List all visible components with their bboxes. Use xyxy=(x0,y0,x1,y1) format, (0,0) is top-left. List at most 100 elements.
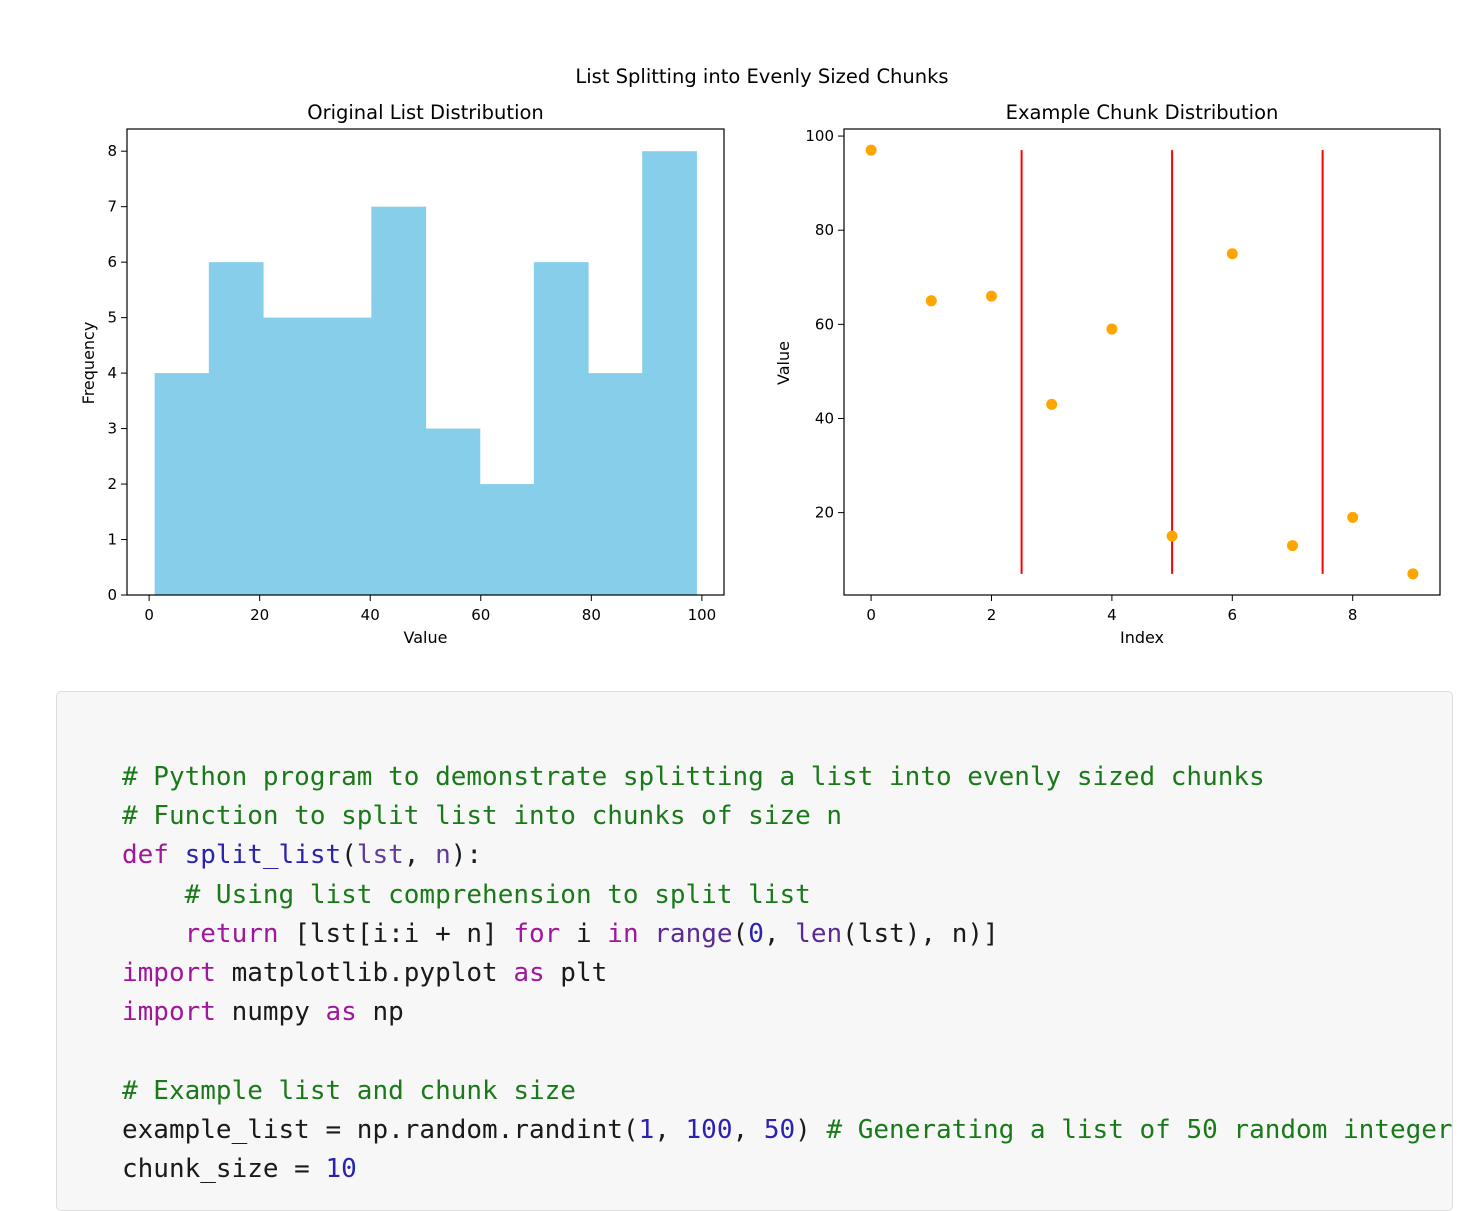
scatter-point xyxy=(1106,323,1118,335)
scatter-chart: Example Chunk Distribution 0 2 4 6 8 20 40 60 8… xyxy=(774,101,1441,647)
scatter-frame xyxy=(843,128,1441,596)
x-tick-label: 8 xyxy=(1348,606,1358,624)
histogram-y-ticks: 0 1 2 3 4 5 6 7 8 xyxy=(107,142,127,604)
code-token: n xyxy=(435,840,451,871)
chunk-boundary-lines xyxy=(1020,150,1324,574)
y-tick-label: 0 xyxy=(107,586,117,604)
histogram-bar xyxy=(642,151,697,595)
code-line: return [lst[i:i + n] for i in range(0, l… xyxy=(122,915,1452,954)
code-token: in xyxy=(607,918,639,949)
x-tick-label: 6 xyxy=(1228,606,1238,624)
code-line: def split_list(lst, n): xyxy=(122,836,1452,875)
code-token: matplotlib.pyplot xyxy=(215,957,514,988)
code-line xyxy=(122,1032,1452,1071)
figure-suptitle: List Splitting into Evenly Sized Chunks xyxy=(575,65,948,88)
code-listing: # Python program to demonstrate splittin… xyxy=(122,758,1453,1189)
y-tick-label: 100 xyxy=(805,127,834,145)
scatter-y-ticks: 20 40 60 80 100 xyxy=(805,127,844,522)
code-token: for xyxy=(513,918,561,949)
x-tick-label: 80 xyxy=(582,606,601,624)
scatter-points xyxy=(865,144,1419,580)
histogram-y-label: Frequency xyxy=(79,322,98,405)
code-token: ): xyxy=(450,840,483,871)
y-tick-label: 20 xyxy=(815,504,834,522)
scatter-y-label: Value xyxy=(774,341,793,385)
code-token: 50 xyxy=(763,1114,796,1145)
code-token: # Using list comprehension to split list xyxy=(184,879,811,910)
x-tick-label: 0 xyxy=(866,606,876,624)
y-tick-label: 4 xyxy=(107,364,117,382)
code-token: split_list xyxy=(184,840,342,871)
figure: List Splitting into Evenly Sized Chunks … xyxy=(79,65,1441,647)
y-tick-label: 40 xyxy=(815,409,834,427)
code-token: chunk_size = xyxy=(122,1153,326,1184)
code-token: numpy xyxy=(215,997,326,1028)
code-token: 10 xyxy=(325,1153,357,1184)
code-token: ) xyxy=(795,1114,827,1145)
histogram-bar xyxy=(262,317,318,595)
scatter-point xyxy=(1226,248,1238,260)
histogram-bar xyxy=(479,484,535,595)
code-token: as xyxy=(325,997,357,1028)
code-line: # Function to split list into chunks of … xyxy=(122,797,1452,836)
histogram-bar xyxy=(533,262,589,595)
code-token: ( xyxy=(732,918,749,949)
code-line: # Using list comprehension to split list xyxy=(122,876,1452,915)
y-tick-label: 5 xyxy=(107,309,117,327)
code-token: , xyxy=(763,918,796,949)
x-tick-label: 20 xyxy=(250,606,269,624)
y-tick-label: 2 xyxy=(107,475,117,493)
x-tick-label: 2 xyxy=(987,606,997,624)
y-tick-label: 1 xyxy=(107,531,117,549)
x-tick-label: 0 xyxy=(144,606,154,624)
code-token: as xyxy=(513,957,545,988)
code-line: import matplotlib.pyplot as plt xyxy=(122,954,1452,993)
y-tick-label: 7 xyxy=(107,198,117,216)
code-block: # Python program to demonstrate splittin… xyxy=(56,691,1453,1211)
histogram-bar xyxy=(317,317,372,595)
code-token: lst xyxy=(356,840,404,871)
scatter-point xyxy=(925,295,937,307)
histogram-bar xyxy=(208,262,264,595)
histogram-bars xyxy=(154,151,697,595)
code-token: example_list = np.random.randint( xyxy=(122,1114,639,1145)
code-token: # Python program to demonstrate splittin… xyxy=(122,762,1265,792)
code-token: return xyxy=(184,918,279,949)
scatter-point xyxy=(1166,530,1178,542)
code-line: # Python program to demonstrate splittin… xyxy=(122,758,1452,797)
scatter-title: Example Chunk Distribution xyxy=(1006,101,1279,124)
scatter-point xyxy=(865,144,877,156)
code-token xyxy=(169,840,185,870)
code-token: len xyxy=(795,918,843,949)
code-token xyxy=(122,880,185,910)
code-line: # Example list and chunk size xyxy=(122,1072,1452,1111)
code-line: example_list = np.random.randint(1, 100,… xyxy=(122,1111,1453,1150)
code-line: import numpy as np xyxy=(122,993,1452,1032)
code-token: # Function to split list into chunks of … xyxy=(122,801,843,832)
code-token: 0 xyxy=(748,918,764,949)
code-token: # Example list and chunk size xyxy=(122,1075,576,1106)
code-token: , xyxy=(403,840,436,871)
code-token: , xyxy=(732,1114,764,1145)
x-tick-label: 60 xyxy=(471,606,490,624)
code-token: # Generating a list of 50 random integer… xyxy=(826,1114,1453,1145)
code-token: i xyxy=(560,918,608,949)
code-token: 1 xyxy=(638,1114,655,1145)
x-tick-label: 40 xyxy=(361,606,380,624)
scatter-point xyxy=(985,290,997,302)
scatter-point xyxy=(1347,511,1359,523)
scatter-point xyxy=(1046,398,1058,410)
code-token: np xyxy=(356,997,404,1028)
code-token: , xyxy=(654,1114,686,1145)
histogram-x-label: Value xyxy=(404,628,448,647)
histogram-chart: Original List Distribution 0 20 40 60 80 100 … xyxy=(79,101,725,647)
histogram-bar xyxy=(425,428,481,595)
histogram-bar xyxy=(154,373,210,595)
code-token xyxy=(122,919,185,949)
code-token: (lst), n)] xyxy=(842,918,999,949)
code-token: ( xyxy=(341,840,357,871)
y-tick-label: 8 xyxy=(107,142,117,160)
scatter-x-ticks: 0 2 4 6 8 xyxy=(866,595,1357,624)
histogram-x-ticks: 0 20 40 60 80 100 xyxy=(144,595,716,624)
code-token: def xyxy=(122,840,169,871)
